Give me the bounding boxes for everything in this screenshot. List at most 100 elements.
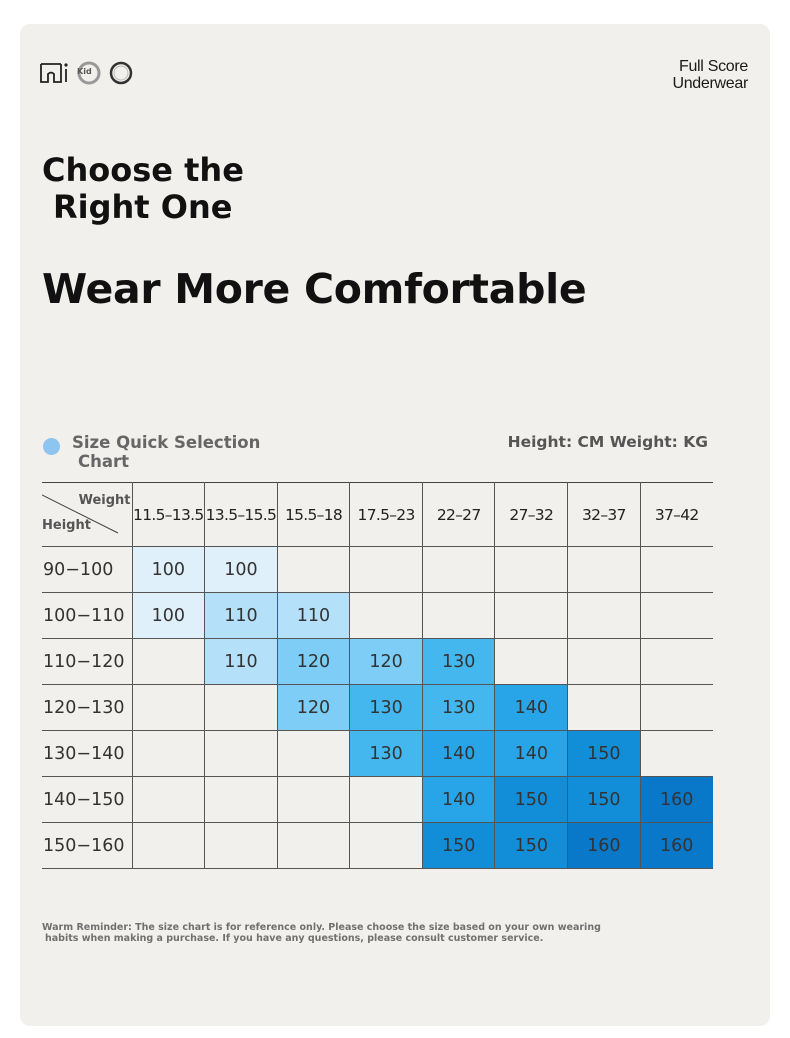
size-cell: [276, 730, 351, 777]
height-row-header: 100−110: [42, 592, 133, 639]
kid-badge-text: Kid: [77, 67, 92, 76]
brand-line-2: Underwear: [672, 75, 748, 92]
table-row: 120−130 120 130 130 140: [42, 684, 713, 731]
table-corner-cell: Weight Height: [42, 482, 133, 547]
size-cell: 130: [421, 638, 496, 685]
size-cell: 140: [421, 776, 496, 823]
weight-column-header: 13.5–15.5: [204, 482, 278, 547]
logo-row: Kid: [40, 60, 134, 86]
weight-column-header: 37–42: [639, 482, 713, 547]
brand-line-1: Full Score: [678, 58, 748, 75]
size-cell: 140: [494, 730, 569, 777]
size-cell: [349, 546, 423, 593]
size-cell: [639, 684, 713, 731]
weight-column-header: 22–27: [421, 482, 496, 547]
size-cell: 140: [494, 684, 569, 731]
size-cell: 160: [639, 822, 713, 869]
brand-name: Full Score Underwear: [672, 58, 748, 92]
height-row-header: 120−130: [42, 684, 133, 731]
size-cell: [567, 684, 641, 731]
corner-weight-label: Weight: [78, 493, 131, 508]
height-row-header: 90−100: [42, 546, 133, 593]
size-cell: [639, 546, 713, 593]
size-cell: [131, 684, 206, 731]
size-cell: 100: [131, 592, 206, 639]
table-row: 90−100 100 100: [42, 546, 713, 593]
table-row: 130−140 130 140 140 150: [42, 730, 713, 777]
weight-column-header: 32–37: [567, 482, 641, 547]
size-cell: [421, 592, 496, 639]
size-cell: 130: [421, 684, 496, 731]
underwear-icon: [40, 62, 70, 84]
size-cell: [639, 638, 713, 685]
size-cell: [349, 776, 423, 823]
size-cell: [204, 776, 278, 823]
size-cell: 150: [567, 730, 641, 777]
size-cell: 150: [494, 776, 569, 823]
size-cell: [494, 592, 569, 639]
size-cell: [131, 730, 206, 777]
height-row-header: 110−120: [42, 638, 133, 685]
size-cell: [204, 730, 278, 777]
table-row: 150−160 150 150 160 160: [42, 822, 713, 869]
size-cell: [276, 776, 351, 823]
headline-line-2: Right One: [53, 188, 233, 226]
size-cell: [204, 684, 278, 731]
weight-column-header: 11.5–13.5: [131, 482, 206, 547]
size-cell: [204, 822, 278, 869]
size-cell: 140: [421, 730, 496, 777]
warm-reminder: Warm Reminder: The size chart is for ref…: [42, 922, 682, 944]
size-cell: [567, 592, 641, 639]
section-title-line-2: Chart: [78, 452, 130, 471]
size-cell: 120: [349, 638, 423, 685]
size-cell: [349, 822, 423, 869]
size-cell: [349, 592, 423, 639]
size-cell: [131, 776, 206, 823]
size-cell: [131, 822, 206, 869]
ring-icon: [108, 60, 134, 86]
size-cell: [421, 546, 496, 593]
size-cell: 150: [494, 822, 569, 869]
size-cell: 120: [276, 638, 351, 685]
section-dot-icon: [43, 438, 60, 455]
height-row-header: 130−140: [42, 730, 133, 777]
reminder-line-1: Warm Reminder: The size chart is for ref…: [42, 922, 601, 933]
size-cell: 110: [276, 592, 351, 639]
size-chart-table: Weight Height 11.5–13.5 13.5–15.5 15.5–18 1…: [42, 482, 713, 869]
table-header-row: Weight Height 11.5–13.5 13.5–15.5 15.5–18 1…: [42, 482, 713, 547]
table-row: 140−150 140 150 150 160: [42, 776, 713, 823]
units-label: Height: CM Weight: KG: [507, 433, 708, 451]
weight-column-header: 27–32: [494, 482, 569, 547]
corner-height-label: Height: [42, 518, 91, 533]
size-cell: [494, 546, 569, 593]
size-cell: 120: [276, 684, 351, 731]
size-cell: 160: [639, 776, 713, 823]
section-title-line-1: Size Quick Selection: [72, 433, 261, 452]
corner-diagonal-line: [42, 494, 119, 534]
size-cell: 130: [349, 730, 423, 777]
height-row-header: 140−150: [42, 776, 133, 823]
size-cell: 100: [204, 546, 278, 593]
size-cell: 150: [567, 776, 641, 823]
kid-badge-icon: Kid: [76, 60, 102, 86]
size-cell: 100: [131, 546, 206, 593]
table-row: 110−120 110 120 120 130: [42, 638, 713, 685]
size-cell: [276, 546, 351, 593]
size-cell: 150: [421, 822, 496, 869]
size-cell: [494, 638, 569, 685]
size-cell: [567, 638, 641, 685]
headline-line-1: Choose the: [42, 151, 244, 189]
size-cell: 110: [204, 592, 278, 639]
size-cell: [276, 822, 351, 869]
height-row-header: 150−160: [42, 822, 133, 869]
headline-wear-more: Wear More Comfortable: [42, 265, 587, 313]
size-cell: [567, 546, 641, 593]
size-cell: [639, 592, 713, 639]
size-cell: 110: [204, 638, 278, 685]
table-row: 100−110 100 110 110: [42, 592, 713, 639]
size-cell: [639, 730, 713, 777]
weight-column-header: 15.5–18: [276, 482, 351, 547]
section-title: Size Quick Selection Chart: [72, 433, 260, 471]
headline-choose: Choose the Right One: [42, 152, 244, 226]
weight-column-header: 17.5–23: [349, 482, 423, 547]
